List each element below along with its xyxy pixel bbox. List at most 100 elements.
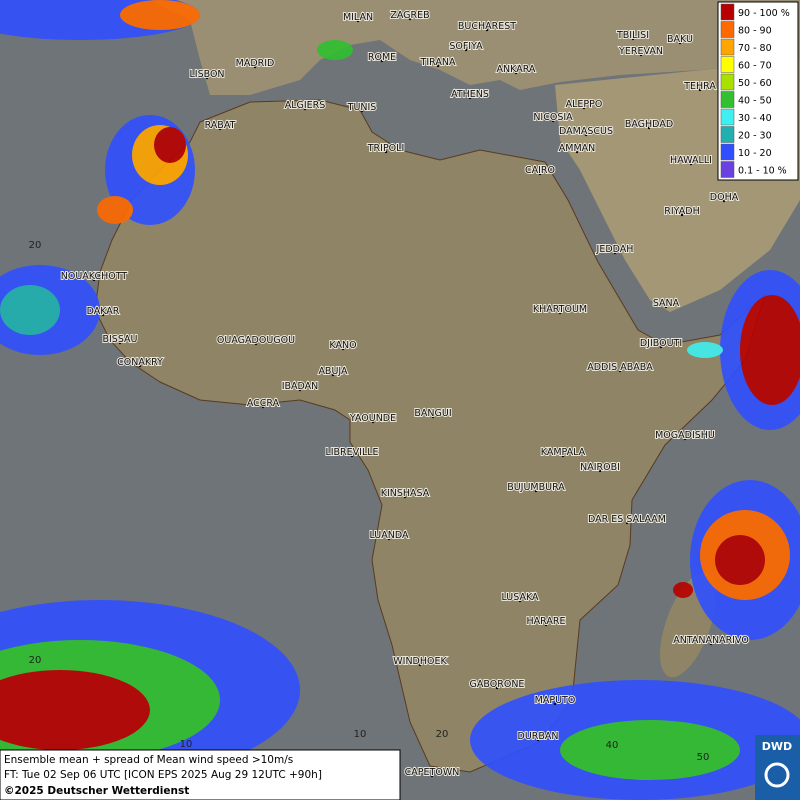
city-label: ALEPPO bbox=[566, 99, 603, 110]
legend-label: 10 - 20 bbox=[738, 148, 772, 159]
city-label: NAIROBI bbox=[580, 462, 620, 473]
wind-patch bbox=[97, 196, 133, 224]
grid-label: 20 bbox=[436, 729, 449, 740]
city-label: BAKU bbox=[667, 34, 693, 45]
land-europe bbox=[150, 0, 800, 95]
city-dot bbox=[722, 199, 726, 203]
city-dot bbox=[618, 369, 622, 373]
city-dot bbox=[544, 623, 548, 627]
logo-box bbox=[755, 735, 800, 800]
city-label: HAWALLI bbox=[670, 155, 712, 166]
city-dot bbox=[464, 48, 468, 52]
city-dot bbox=[613, 251, 617, 255]
city-label: CONAKRY bbox=[117, 357, 163, 368]
city-dot bbox=[468, 96, 472, 100]
city-label: BAGHDAD bbox=[625, 119, 673, 130]
logo: DWD bbox=[762, 740, 792, 753]
city-dot bbox=[92, 278, 96, 282]
city-label: GABORONE bbox=[470, 679, 525, 690]
grid-label: 10 bbox=[180, 739, 193, 750]
city-dot bbox=[553, 702, 557, 706]
city-dot bbox=[625, 521, 629, 525]
city-dot bbox=[647, 126, 651, 130]
city-dot bbox=[205, 76, 209, 80]
city-label: CAIRO bbox=[525, 165, 555, 176]
city-dot bbox=[384, 150, 388, 154]
city-label: KINSHASA bbox=[381, 488, 430, 499]
city-dot bbox=[431, 415, 435, 419]
legend-label: 40 - 50 bbox=[738, 96, 772, 107]
city-label: LIBREVILLE bbox=[325, 447, 378, 458]
city-dot bbox=[138, 364, 142, 368]
city-label: TBILISI bbox=[616, 30, 649, 41]
city-label: MAPUTO bbox=[535, 695, 576, 706]
city-dot bbox=[356, 19, 360, 23]
city-dot bbox=[558, 311, 562, 315]
city-label: TEHRA bbox=[683, 81, 716, 92]
city-label: MOGADISHU bbox=[655, 430, 715, 441]
city-label: JEDDAH bbox=[596, 244, 634, 255]
city-dot bbox=[495, 686, 499, 690]
city-dot bbox=[664, 305, 668, 309]
city-label: WINDHOEK bbox=[393, 656, 447, 667]
legend-swatch bbox=[720, 126, 735, 143]
city-label: BUJUMBURA bbox=[507, 482, 565, 493]
grid-label: 20 bbox=[29, 655, 42, 666]
city-dot bbox=[678, 41, 682, 45]
city-label: ANTANANARIVO bbox=[673, 635, 749, 646]
city-label: ATHENS bbox=[451, 89, 489, 100]
city-dot bbox=[403, 495, 407, 499]
city-label: NICOSIA bbox=[533, 112, 573, 123]
city-dot bbox=[218, 127, 222, 131]
caption-box bbox=[0, 749, 401, 800]
city-dot bbox=[341, 347, 345, 351]
city-label: ZAGREB bbox=[390, 10, 429, 21]
city-dot bbox=[118, 341, 122, 345]
legend-label: 30 - 40 bbox=[738, 113, 772, 124]
city-dot bbox=[101, 313, 105, 317]
city-label: ROME bbox=[368, 52, 396, 63]
city-label: DJIBOUTI bbox=[640, 338, 682, 349]
legend-swatch bbox=[720, 73, 735, 91]
city-dot bbox=[538, 172, 542, 176]
legend-label: 60 - 70 bbox=[738, 61, 772, 72]
grid-label: 10 bbox=[354, 729, 367, 740]
city-label: CAPETOWN bbox=[405, 767, 460, 778]
legend-swatch bbox=[720, 143, 735, 161]
city-label: DOHA bbox=[710, 192, 739, 203]
city-dot bbox=[698, 88, 702, 92]
city-label: KANO bbox=[329, 340, 356, 351]
city-label: AMMAN bbox=[559, 143, 596, 154]
city-label: TUNIS bbox=[347, 102, 377, 113]
city-label: BUCHAREST bbox=[458, 21, 516, 32]
city-dot bbox=[408, 17, 412, 21]
city-label: SANA bbox=[653, 298, 680, 309]
city-label: MILAN bbox=[343, 12, 373, 23]
city-dot bbox=[254, 342, 258, 346]
city-dot bbox=[360, 109, 364, 113]
city-label: YEREVAN bbox=[618, 46, 663, 57]
caption-line: Ensemble mean + spread of Mean wind spee… bbox=[4, 754, 293, 766]
wind-patch bbox=[740, 295, 800, 405]
caption-line: FT: Tue 02 Sep 06 UTC [ICON EPS 2025 Aug… bbox=[4, 769, 322, 781]
wind-patch bbox=[687, 342, 723, 358]
city-label: LISBON bbox=[189, 69, 224, 80]
city-dot bbox=[430, 774, 434, 778]
city-dot bbox=[514, 71, 518, 75]
city-label: DAMASCUS bbox=[559, 126, 613, 137]
city-dot bbox=[631, 37, 635, 41]
legend-swatch bbox=[720, 56, 735, 73]
city-dot bbox=[518, 599, 522, 603]
legend-label: 20 - 30 bbox=[738, 131, 772, 142]
legend-swatch bbox=[720, 91, 735, 108]
city-label: LUSAKA bbox=[501, 592, 539, 603]
city-dot bbox=[575, 150, 579, 154]
city-label: SOFIYA bbox=[449, 41, 483, 52]
city-label: RABAT bbox=[205, 120, 236, 131]
city-dot bbox=[639, 53, 643, 57]
legend-label: 50 - 60 bbox=[738, 78, 772, 89]
city-dot bbox=[371, 420, 375, 424]
city-label: ABUJA bbox=[318, 366, 348, 377]
city-dot bbox=[598, 469, 602, 473]
